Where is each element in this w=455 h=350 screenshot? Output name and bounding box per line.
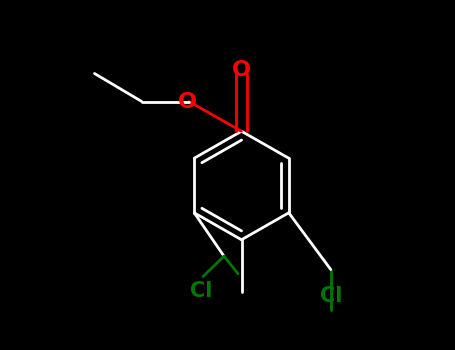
Text: O: O [232, 60, 251, 80]
Text: O: O [178, 91, 197, 112]
Text: Cl: Cl [190, 281, 212, 301]
Text: Cl: Cl [319, 286, 342, 306]
